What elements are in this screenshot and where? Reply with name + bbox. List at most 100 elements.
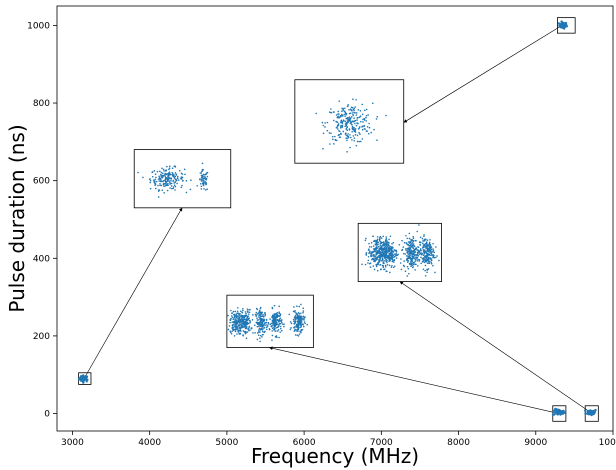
inset-point <box>351 139 353 141</box>
inset-point <box>174 175 177 178</box>
inset-point <box>258 331 260 334</box>
inset-point <box>388 248 391 251</box>
inset-point <box>346 137 349 139</box>
inset-point <box>389 254 392 257</box>
inset-point <box>174 185 177 188</box>
inset-point <box>419 236 422 239</box>
inset-point <box>172 187 174 190</box>
inset-point <box>203 188 205 190</box>
inset-point <box>303 319 305 321</box>
inset-point <box>411 242 414 244</box>
inset-point <box>157 184 159 187</box>
inset-point <box>155 180 158 183</box>
data-point <box>80 375 83 378</box>
inset-point <box>426 262 429 264</box>
inset-point <box>383 246 386 249</box>
inset-point <box>376 256 379 259</box>
inset-point <box>278 311 280 314</box>
inset-point <box>347 117 349 119</box>
inset-point <box>275 326 277 329</box>
inset-point <box>420 249 422 252</box>
inset-point <box>201 182 204 185</box>
inset-point <box>376 239 379 242</box>
data-point <box>561 24 564 28</box>
inset-point <box>299 318 302 320</box>
inset-point <box>252 314 254 316</box>
inset-point <box>276 313 279 316</box>
inset-point <box>374 239 376 242</box>
inset-point <box>233 316 236 318</box>
inset-point <box>344 125 346 128</box>
inset-point <box>364 263 367 266</box>
inset-point <box>395 257 398 259</box>
inset-point <box>280 319 283 321</box>
inset-point <box>423 235 425 238</box>
inset-point <box>417 258 420 261</box>
inset-point <box>379 256 381 259</box>
inset-point <box>386 263 389 266</box>
inset-point <box>389 248 392 251</box>
inset-point <box>294 334 297 336</box>
inset-point <box>162 168 165 171</box>
inset-point <box>334 135 336 138</box>
inset-point <box>169 177 171 179</box>
inset-point <box>376 250 378 252</box>
inset-point <box>293 322 296 325</box>
inset-point <box>298 319 301 322</box>
inset-point <box>404 253 407 255</box>
inset-point <box>231 316 234 319</box>
inset-point <box>201 174 204 177</box>
inset-point <box>171 167 174 170</box>
inset-point <box>228 325 231 327</box>
inset-point <box>422 251 425 253</box>
inset-point <box>391 260 394 263</box>
inset-point <box>345 122 348 124</box>
inset-point <box>404 248 407 250</box>
inset-point <box>231 312 233 314</box>
inset-point <box>378 247 381 250</box>
inset-point <box>153 170 156 172</box>
inset-point <box>428 243 430 246</box>
x-tick-label: 4000 <box>138 438 161 448</box>
inset-point <box>268 328 271 331</box>
inset-point <box>161 167 163 170</box>
inset-point <box>362 121 364 123</box>
inset-point <box>232 310 235 313</box>
inset-point <box>405 259 408 261</box>
inset-point <box>379 263 382 266</box>
inset-point <box>272 318 275 321</box>
inset-point <box>413 251 416 254</box>
inset-point <box>401 249 403 252</box>
inset-point <box>379 254 382 257</box>
inset-point <box>383 249 386 251</box>
inset-point <box>431 251 434 253</box>
inset-point <box>244 311 247 313</box>
inset-point <box>255 311 258 314</box>
inset-point <box>367 262 369 264</box>
data-point <box>558 408 561 412</box>
inset-point <box>279 327 282 330</box>
inset-point <box>168 168 170 171</box>
inset-point <box>375 252 378 255</box>
inset-point <box>355 114 358 116</box>
inset-point <box>423 234 425 236</box>
inset-point <box>365 252 368 254</box>
inset-point <box>171 187 173 190</box>
inset-point <box>255 321 258 324</box>
inset-point <box>235 313 237 315</box>
inset-point <box>361 138 364 140</box>
inset-point <box>421 257 424 260</box>
inset-point <box>183 168 186 171</box>
inset-point <box>410 239 413 242</box>
inset-point <box>243 315 246 317</box>
inset-point <box>297 323 299 325</box>
inset-point <box>353 139 356 142</box>
inset-point <box>385 236 388 238</box>
inset-point <box>247 328 249 330</box>
inset-point <box>272 327 274 329</box>
inset-point <box>342 109 345 111</box>
inset-point <box>238 321 241 323</box>
y-tick-label: 800 <box>33 99 50 109</box>
inset-point <box>297 311 300 314</box>
inset-point <box>299 316 302 318</box>
